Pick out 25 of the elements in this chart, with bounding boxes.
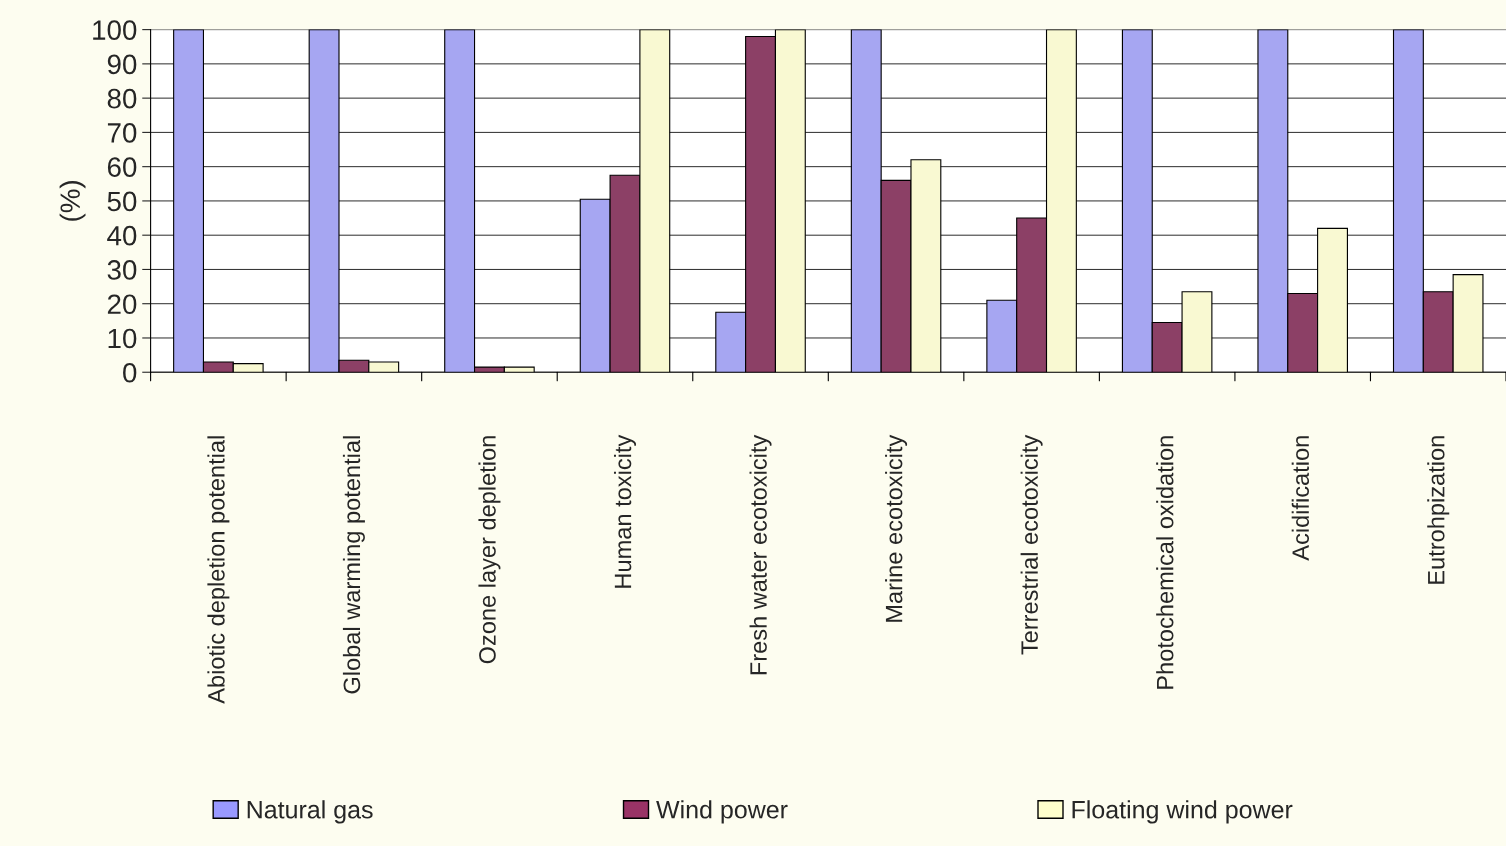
y-tick-label: 30 bbox=[107, 260, 137, 280]
y-tick-label: 50 bbox=[107, 191, 137, 212]
x-tick-label: Marine ecotoxicity bbox=[885, 434, 908, 622]
legend-label: Floating wind power bbox=[1072, 800, 1293, 824]
y-tick-label: 10 bbox=[108, 328, 137, 349]
x-tick-label: Human toxicity bbox=[613, 434, 636, 588]
y-tick-label: 100 bbox=[93, 20, 137, 40]
y-tick-label: 60 bbox=[107, 157, 137, 177]
x-tick-label: Eutrohpization bbox=[1427, 436, 1450, 584]
x-tick-label: Acidification bbox=[1291, 436, 1310, 561]
x-tick-label: Fresh water ecotoxicity bbox=[749, 434, 772, 675]
y-tick-label: 70 bbox=[107, 123, 137, 143]
y-tick-label: 90 bbox=[107, 54, 137, 75]
legend-label: Wind power bbox=[656, 800, 788, 824]
y-tick-label: 20 bbox=[107, 294, 137, 315]
y-tick-label: 40 bbox=[107, 225, 137, 246]
x-tick-label: Global warming potential bbox=[342, 436, 365, 694]
x-tick-label: Abiotic depletion potential bbox=[207, 436, 230, 704]
legend-label: Natural gas bbox=[247, 800, 373, 824]
x-tick-label: Photochemical oxidation bbox=[1156, 436, 1174, 689]
y-tick-label: 80 bbox=[107, 88, 137, 109]
y-tick-label: 0 bbox=[123, 362, 137, 383]
y-axis-title: (%) bbox=[59, 181, 86, 221]
x-tick-label: Terrestrial ecotoxicity bbox=[1020, 434, 1043, 655]
x-tick-label: Ozone layer depletion bbox=[478, 436, 501, 664]
